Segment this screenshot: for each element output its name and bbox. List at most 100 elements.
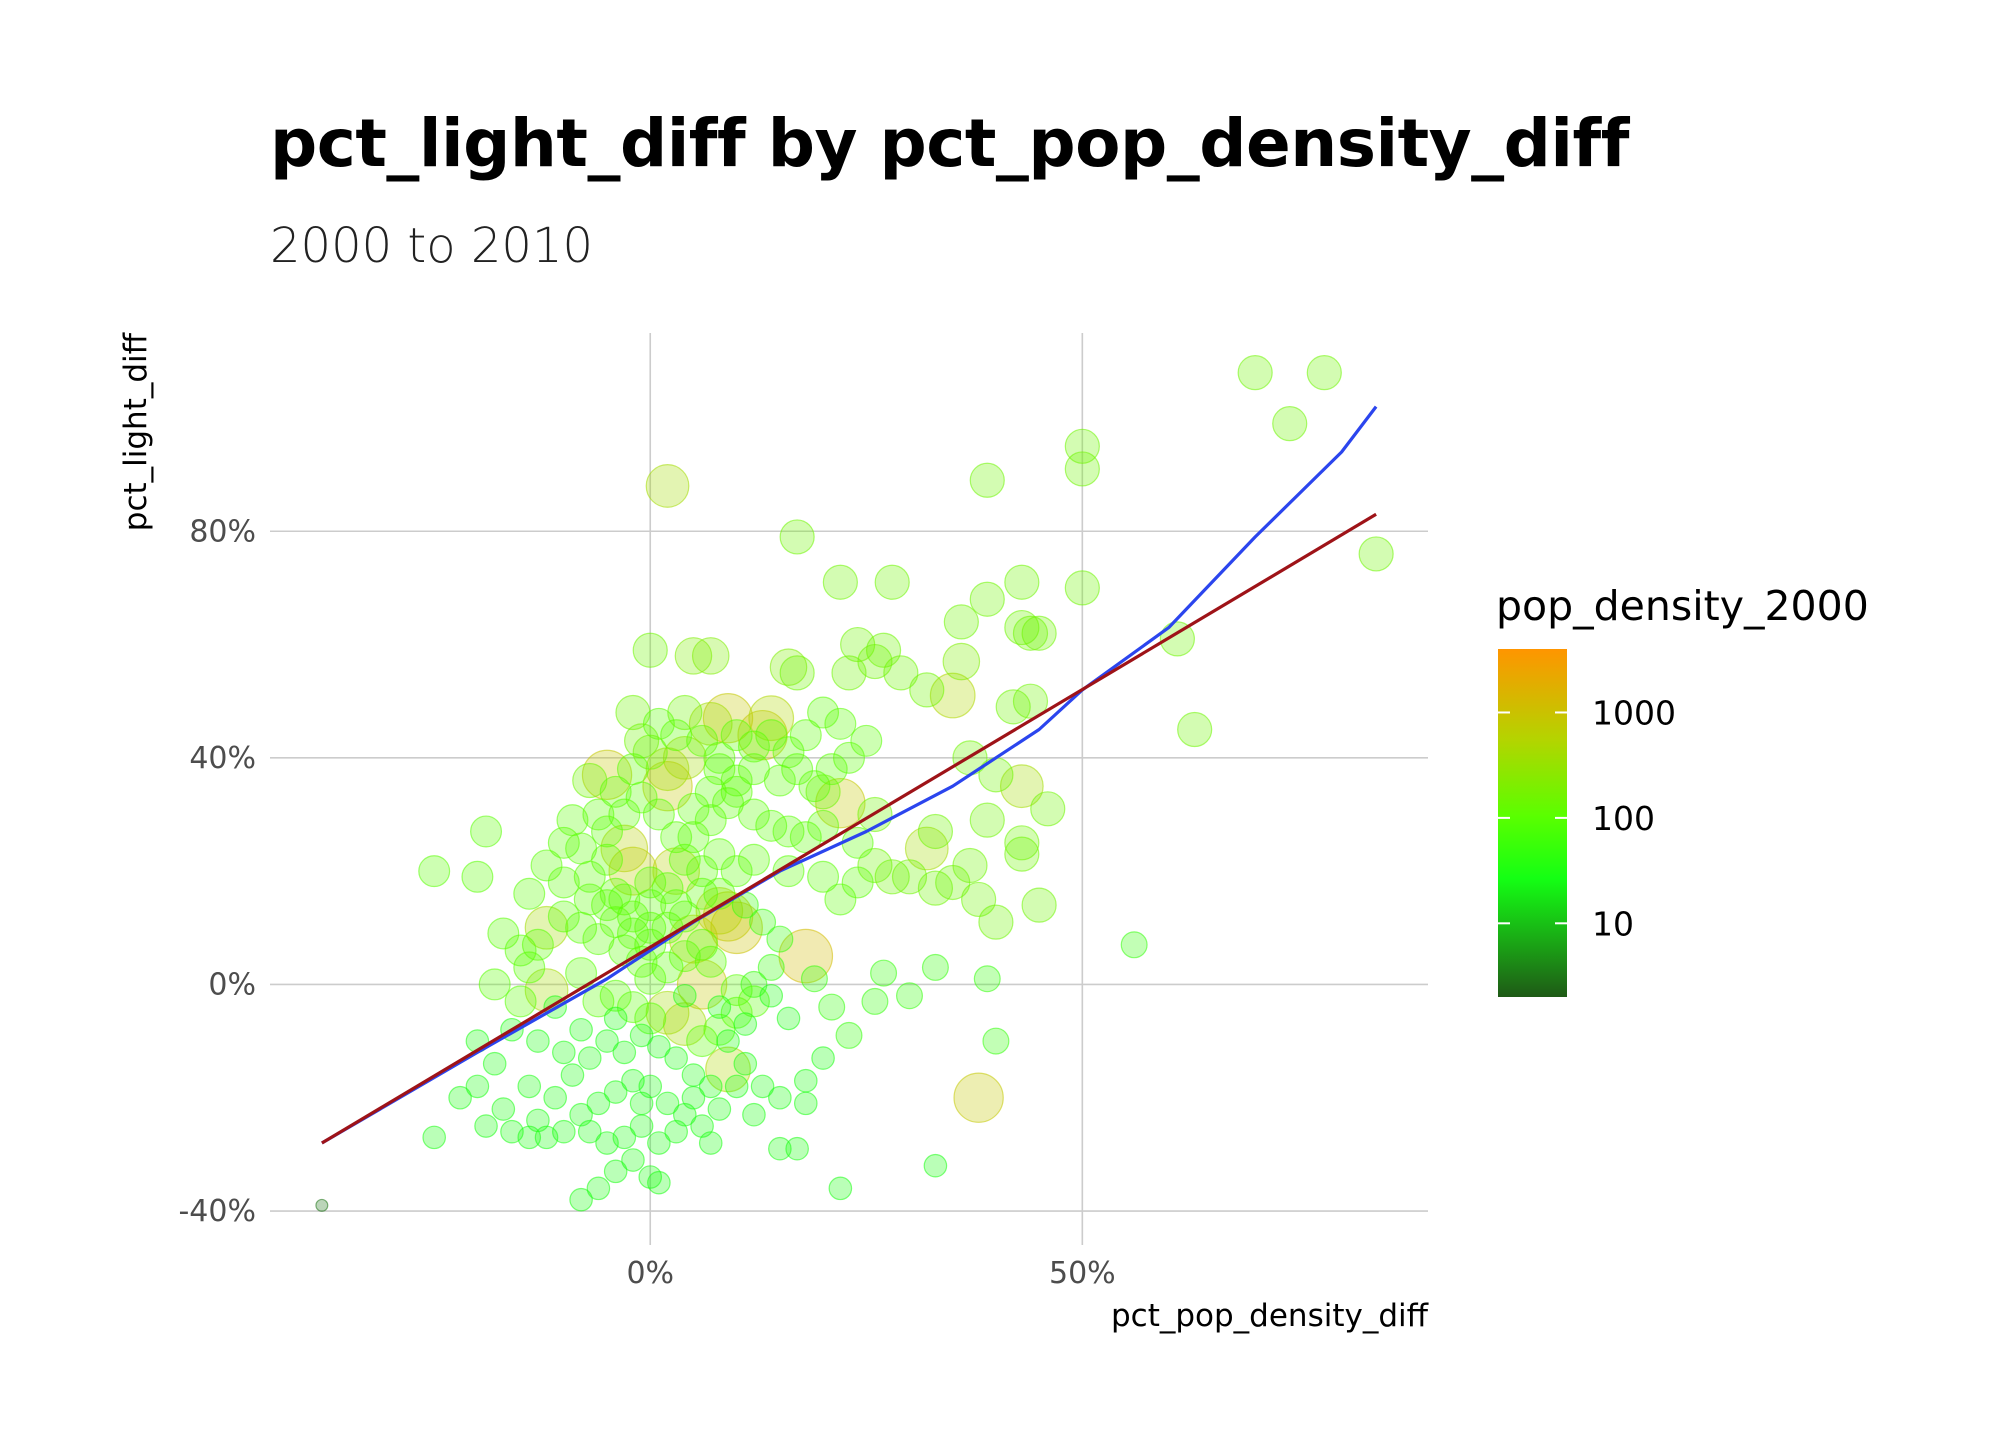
data-point [621,1068,645,1093]
data-point [815,777,866,829]
data-point [841,866,874,899]
data-point [705,1046,751,1093]
data-point [674,637,713,675]
data-point [504,934,537,967]
data-point [517,1074,542,1099]
x-tick-label: 50% [1049,1256,1116,1291]
data-point [857,847,893,884]
data-point [1021,887,1057,923]
data-point [969,462,1005,498]
data-point [1358,536,1394,572]
data-point [759,983,784,1008]
data-point [647,1131,671,1155]
data-point [768,1085,792,1110]
data-point [703,838,736,871]
data-point [543,1085,567,1110]
data-point [953,1072,1004,1123]
data-point [807,860,840,893]
data-point [461,860,494,893]
legend-tick-label: 100 [1592,799,1655,838]
data-point [1237,355,1273,391]
data-point [742,1102,766,1127]
data-point [737,843,770,876]
data-point [772,736,805,769]
data-point [740,970,768,998]
data-point [645,464,690,508]
data-point [757,953,785,981]
data-point [560,1063,585,1087]
data-point [831,655,867,691]
data-point [720,974,753,1007]
data-point [586,1091,611,1116]
y-tick-label: -40% [178,1194,256,1229]
data-point [1004,825,1040,861]
data-point [595,1029,619,1053]
data-point [720,855,753,888]
data-point [632,734,668,770]
data-point [776,1006,801,1031]
data-point [798,770,831,803]
y-tick-label: 0% [208,967,256,1002]
data-point [942,642,981,681]
data-point [655,1091,680,1116]
data-point [1177,711,1213,748]
data-point [789,821,822,854]
data-point [662,1002,707,1046]
data-point [577,1119,602,1144]
data-point [733,1051,758,1076]
data-point [703,1013,736,1046]
data-point [807,809,840,842]
legend-tick-label: 1000 [1592,693,1676,732]
data-point [474,1114,498,1138]
data-point [969,802,1005,838]
data-point [769,648,808,687]
data-point [482,1051,507,1076]
data-point [1272,406,1308,442]
data-point [781,753,814,786]
data-point [677,792,710,825]
data-point [857,643,893,680]
grid-lines [270,333,1428,1245]
legend-title: pop_density_2000 [1496,582,1869,630]
data-point [737,730,770,763]
data-point [724,1074,749,1099]
data-point [822,564,858,600]
data-point [874,564,910,600]
data-point [660,821,693,854]
data-point [828,1176,853,1201]
data-point [917,813,954,850]
data-point [737,798,770,831]
data-point [978,904,1014,940]
data-point [999,764,1044,809]
data-point [755,809,788,842]
data-point [982,1027,1010,1055]
data-point [720,764,753,797]
data-point [703,753,736,786]
data-point [651,872,684,905]
data-point [547,826,580,859]
data-point [603,1006,628,1031]
chart-subtitle: 2000 to 2010 [270,218,594,274]
data-point [668,940,701,973]
data-point [793,1068,818,1093]
data-point [1064,451,1100,487]
x-axis-title: pct_pop_density_diff [1111,1298,1429,1334]
data-point [749,908,777,936]
data-point [698,1131,723,1155]
data-point [811,1046,835,1070]
data-points [315,355,1394,1212]
chart-title: pct_light_diff by pct_pop_density_diff [270,105,1629,182]
fit-lines [321,405,1378,1145]
data-point [552,1040,576,1065]
data-point [664,1119,688,1144]
data-point [569,1017,593,1042]
y-tick-label: 80% [189,514,256,549]
fit-line [321,512,1377,1145]
data-point [707,1097,732,1121]
data-point [616,900,649,933]
y-tick-label: 40% [189,741,256,776]
data-point [647,1170,671,1195]
legend-colorbar [1498,649,1567,997]
data-point [660,889,693,922]
data-point [1030,791,1066,827]
